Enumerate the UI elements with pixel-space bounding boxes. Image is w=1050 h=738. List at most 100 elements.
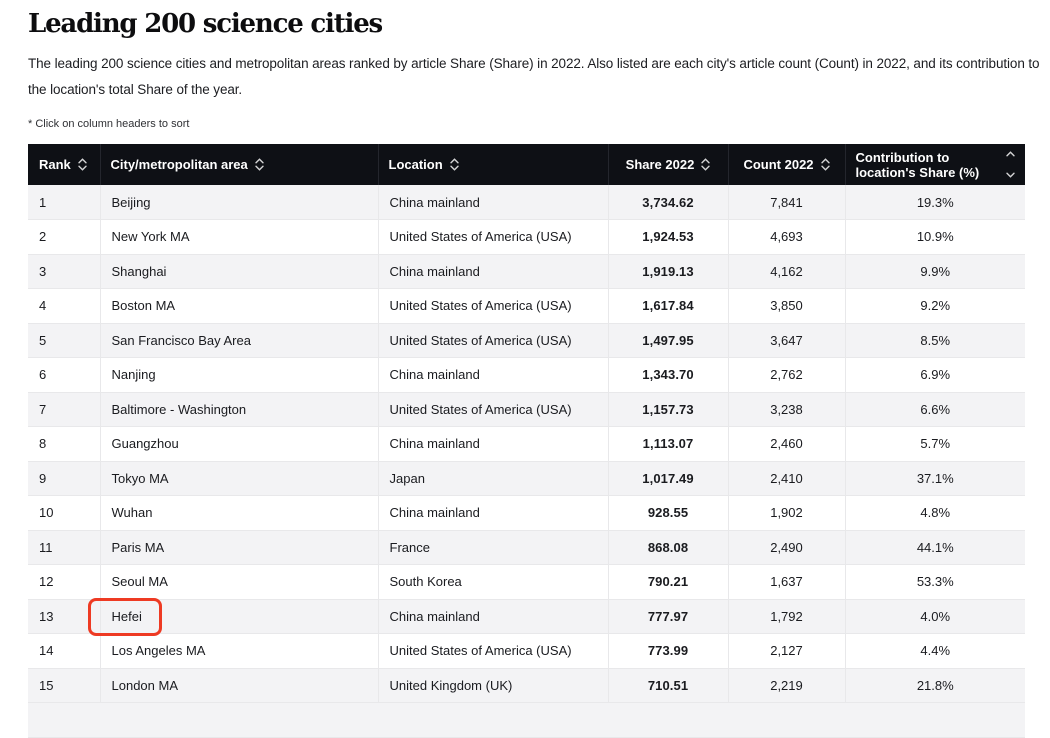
- sort-chevrons-icon[interactable]: [78, 158, 87, 171]
- contribution-cell: 4.0%: [844, 599, 1025, 634]
- column-header-label: Count 2022: [743, 157, 814, 172]
- share-cell: 1,924.53: [607, 219, 728, 255]
- city-cell: Nanjing: [99, 357, 378, 393]
- city-cell: Seoul MA: [99, 564, 378, 600]
- count-cell: 3,647: [727, 323, 845, 358]
- contribution-cell: 6.9%: [844, 357, 1025, 393]
- contribution-cell: 37.1%: [844, 461, 1025, 496]
- city-cell: Beijing: [99, 185, 378, 220]
- table-row: 6 Nanjing China mainland 1,343.70 2,762 6.9%: [28, 357, 1025, 393]
- rank-cell: 5: [28, 323, 100, 358]
- table-row: 5 San Francisco Bay Area United States of …: [28, 323, 1025, 358]
- sort-chevrons-icon[interactable]: [255, 158, 264, 171]
- contribution-cell: 19.3%: [844, 185, 1025, 220]
- page-description: The leading 200 science cities and metro…: [28, 56, 1040, 97]
- rank-cell: 9: [28, 461, 100, 496]
- count-cell: 2,410: [727, 461, 845, 496]
- contribution-cell: 10.9%: [844, 219, 1025, 255]
- rank-cell: 15: [28, 668, 100, 703]
- page-title: Leading 200 science cities: [28, 9, 383, 39]
- location-cell: United States of America (USA): [377, 219, 608, 255]
- table-row: 9 Tokyo MA Japan 1,017.49 2,410 37.1%: [28, 461, 1025, 496]
- rank-cell: 7: [28, 392, 100, 427]
- rank-cell: 8: [28, 426, 100, 462]
- location-cell: China mainland: [377, 495, 608, 531]
- column-header-count[interactable]: Count 2022: [727, 144, 845, 185]
- count-cell: 2,127: [727, 633, 845, 669]
- share-cell: 777.97: [607, 599, 728, 634]
- location-cell: China mainland: [377, 599, 608, 634]
- rank-cell: 10: [28, 495, 100, 531]
- sort-chevrons-icon[interactable]: [820, 158, 830, 171]
- city-cell: London MA: [99, 668, 378, 703]
- rank-cell: 2: [28, 219, 100, 255]
- column-header-label: Rank: [39, 157, 71, 172]
- rank-cell: 14: [28, 633, 100, 669]
- count-cell: 1,792: [727, 599, 845, 634]
- sort-chevrons-icon[interactable]: [1006, 151, 1015, 178]
- column-header-city[interactable]: City/metropolitan area: [99, 144, 378, 185]
- column-header-location[interactable]: Location: [377, 144, 608, 185]
- table-row: 14 Los Angeles MA United States of America…: [28, 633, 1025, 669]
- count-cell: 7,841: [727, 185, 845, 220]
- sort-hint-footnote: * Click on column headers to sort: [28, 118, 190, 130]
- location-cell: France: [377, 530, 608, 565]
- city-cell: Los Angeles MA: [99, 633, 378, 669]
- city-cell: Boston MA: [99, 288, 378, 324]
- share-cell: 1,157.73: [607, 392, 728, 427]
- location-cell: South Korea: [377, 564, 608, 600]
- share-cell: 868.08: [607, 530, 728, 565]
- contribution-cell: 53.3%: [844, 564, 1025, 600]
- column-header-contribution[interactable]: Contribution to location's Share (%): [844, 144, 1025, 185]
- sort-chevrons-icon[interactable]: [701, 158, 711, 171]
- contribution-cell: 44.1%: [844, 530, 1025, 565]
- table-header-row: Rank City/metropolitan area Location Share …: [28, 144, 1025, 185]
- contribution-cell: 4.4%: [844, 633, 1025, 669]
- column-header-share[interactable]: Share 2022: [607, 144, 728, 185]
- city-cell: Hefei: [99, 599, 378, 634]
- share-cell: 3,734.62: [607, 185, 728, 220]
- table-row: 2 New York MA United States of America (US…: [28, 219, 1025, 255]
- location-cell: United States of America (USA): [377, 288, 608, 324]
- count-cell: 4,162: [727, 254, 845, 289]
- location-cell: United States of America (USA): [377, 323, 608, 358]
- column-header-label: City/metropolitan area: [110, 157, 248, 172]
- rank-cell: 4: [28, 288, 100, 324]
- city-cell: Wuhan: [99, 495, 378, 531]
- location-cell: China mainland: [377, 426, 608, 462]
- table-row: 10 Wuhan China mainland 928.55 1,902 4.8%: [28, 495, 1025, 531]
- location-cell: China mainland: [377, 357, 608, 393]
- contribution-cell: 9.9%: [844, 254, 1025, 289]
- rank-cell: 6: [28, 357, 100, 393]
- table-row: 3 Shanghai China mainland 1,919.13 4,162 9.9%: [28, 254, 1025, 289]
- share-cell: 790.21: [607, 564, 728, 600]
- count-cell: 2,762: [727, 357, 845, 393]
- count-cell: 3,238: [727, 392, 845, 427]
- column-header-rank[interactable]: Rank: [28, 144, 100, 185]
- city-cell: New York MA: [99, 219, 378, 255]
- rank-cell: 3: [28, 254, 100, 289]
- contribution-cell: 9.2%: [844, 288, 1025, 324]
- city-cell: Guangzhou: [99, 426, 378, 462]
- count-cell: 1,902: [727, 495, 845, 531]
- rank-cell: 11: [28, 530, 100, 565]
- share-cell: 1,617.84: [607, 288, 728, 324]
- contribution-cell: 4.8%: [844, 495, 1025, 531]
- count-cell: 4,693: [727, 219, 845, 255]
- contribution-cell: 6.6%: [844, 392, 1025, 427]
- location-cell: United Kingdom (UK): [377, 668, 608, 703]
- count-cell: 3,850: [727, 288, 845, 324]
- table-row: 11 Paris MA France 868.08 2,490 44.1%: [28, 530, 1025, 565]
- table-row: 15 London MA United Kingdom (UK) 710.51 2,21…: [28, 668, 1025, 703]
- science-cities-page: Leading 200 science cities The leading 2…: [28, 9, 1040, 738]
- share-cell: 1,017.49: [607, 461, 728, 496]
- location-cell: United States of America (USA): [377, 633, 608, 669]
- location-cell: Japan: [377, 461, 608, 496]
- column-header-label: Share 2022: [625, 157, 695, 172]
- city-cell: Tokyo MA: [99, 461, 378, 496]
- count-cell: 2,490: [727, 530, 845, 565]
- contribution-cell: 21.8%: [844, 668, 1025, 703]
- contribution-cell: 5.7%: [844, 426, 1025, 462]
- share-cell: 1,113.07: [607, 426, 728, 462]
- sort-chevrons-icon[interactable]: [449, 158, 459, 171]
